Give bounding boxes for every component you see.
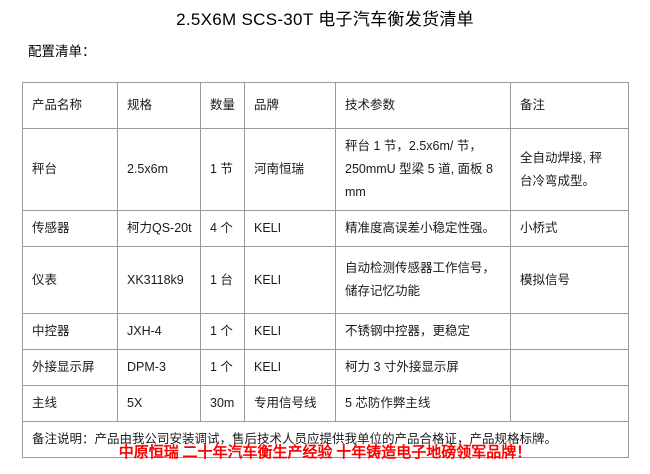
cell-spec: 5X bbox=[117, 385, 201, 422]
cell-brand: KELI bbox=[244, 210, 336, 247]
cell-quantity: 1 个 bbox=[200, 349, 245, 386]
page-title: 2.5X6M SCS-30T 电子汽车衡发货清单 bbox=[176, 10, 474, 29]
cell-brand: 专用信号线 bbox=[244, 385, 336, 422]
table-header-row: 产品名称 规格 数量 品牌 技术参数 备注 bbox=[22, 82, 629, 129]
company-slogan: 中原恒瑞 二十年汽车衡生产经验 十年铸造电子地磅领军品牌！ bbox=[118, 445, 532, 461]
cell-brand: KELI bbox=[244, 313, 336, 350]
specification-table: 产品名称 规格 数量 品牌 技术参数 备注 秤台 2.5x6m 1 节 河南恒瑞… bbox=[22, 82, 629, 458]
cell-remark bbox=[510, 313, 629, 350]
cell-tech-param: 5 芯防作弊主线 bbox=[335, 385, 511, 422]
cell-product-name: 秤台 bbox=[22, 128, 118, 211]
cell-spec: JXH-4 bbox=[117, 313, 201, 350]
cell-product-name: 主线 bbox=[22, 385, 118, 422]
header-product-name: 产品名称 bbox=[22, 82, 118, 129]
cell-remark bbox=[510, 385, 629, 422]
cell-tech-param: 不锈钢中控器，更稳定 bbox=[335, 313, 511, 350]
table-note-row: 备注说明：产品由我公司安装调试，售后技术人员应提供我单位的产品合格证，产品规格标… bbox=[22, 421, 629, 458]
header-remark: 备注 bbox=[510, 82, 629, 129]
table-row: 中控器 JXH-4 1 个 KELI 不锈钢中控器，更稳定 bbox=[22, 313, 629, 350]
remark-note: 备注说明：产品由我公司安装调试，售后技术人员应提供我单位的产品合格证，产品规格标… bbox=[22, 421, 629, 458]
tech-param-line-2: 250mmU 型梁 5 道, 面板 8mm bbox=[345, 162, 493, 199]
header-tech-param: 技术参数 bbox=[335, 82, 511, 129]
cell-remark: 全自动焊接, 秤 台冷弯成型。 bbox=[510, 128, 629, 211]
tech-param-line-2: 储存记忆功能 bbox=[345, 284, 421, 298]
header-spec: 规格 bbox=[117, 82, 201, 129]
cell-quantity: 1 节 bbox=[200, 128, 245, 211]
header-quantity: 数量 bbox=[200, 82, 245, 129]
config-list-label: 配置清单： bbox=[28, 44, 96, 59]
cell-remark bbox=[510, 349, 629, 386]
cell-quantity: 1 个 bbox=[200, 313, 245, 350]
table-row: 仪表 XK3118k9 1 台 KELI 自动检测传感器工作信号， 储存记忆功能… bbox=[22, 246, 629, 314]
remark-line-1: 全自动焊接, 秤 bbox=[520, 150, 602, 165]
cell-tech-param: 精准度高误差小稳定性强。 bbox=[335, 210, 511, 247]
cell-quantity: 4 个 bbox=[200, 210, 245, 247]
cell-quantity: 30m bbox=[200, 385, 245, 422]
remark-line-2: 台冷弯成型。 bbox=[520, 173, 596, 188]
cell-product-name: 外接显示屏 bbox=[22, 349, 118, 386]
table-row: 外接显示屏 DPM-3 1 个 KELI 柯力 3 寸外接显示屏 bbox=[22, 349, 629, 386]
cell-tech-param: 柯力 3 寸外接显示屏 bbox=[335, 349, 511, 386]
cell-brand: 河南恒瑞 bbox=[244, 128, 336, 211]
cell-remark: 小桥式 bbox=[510, 210, 629, 247]
table-row: 传感器 柯力QS-20t 4 个 KELI 精准度高误差小稳定性强。 小桥式 bbox=[22, 210, 629, 247]
cell-spec: 2.5x6m bbox=[117, 128, 201, 211]
tech-param-line-1: 自动检测传感器工作信号， bbox=[345, 261, 496, 275]
cell-product-name: 仪表 bbox=[22, 246, 118, 314]
cell-tech-param: 秤台 1 节，2.5x6m/ 节， 250mmU 型梁 5 道, 面板 8mm bbox=[335, 128, 511, 211]
tech-param-line-1: 秤台 1 节，2.5x6m/ 节， bbox=[345, 139, 482, 153]
cell-product-name: 传感器 bbox=[22, 210, 118, 247]
cell-quantity: 1 台 bbox=[200, 246, 245, 314]
cell-brand: KELI bbox=[244, 246, 336, 314]
cell-brand: KELI bbox=[244, 349, 336, 386]
cell-product-name: 中控器 bbox=[22, 313, 118, 350]
cell-remark: 模拟信号 bbox=[510, 246, 629, 314]
table-row: 秤台 2.5x6m 1 节 河南恒瑞 秤台 1 节，2.5x6m/ 节， 250… bbox=[22, 128, 629, 211]
header-brand: 品牌 bbox=[244, 82, 336, 129]
table-row: 主线 5X 30m 专用信号线 5 芯防作弊主线 bbox=[22, 385, 629, 422]
cell-tech-param: 自动检测传感器工作信号， 储存记忆功能 bbox=[335, 246, 511, 314]
cell-spec: XK3118k9 bbox=[117, 246, 201, 314]
cell-spec: DPM-3 bbox=[117, 349, 201, 386]
cell-spec: 柯力QS-20t bbox=[117, 210, 201, 247]
